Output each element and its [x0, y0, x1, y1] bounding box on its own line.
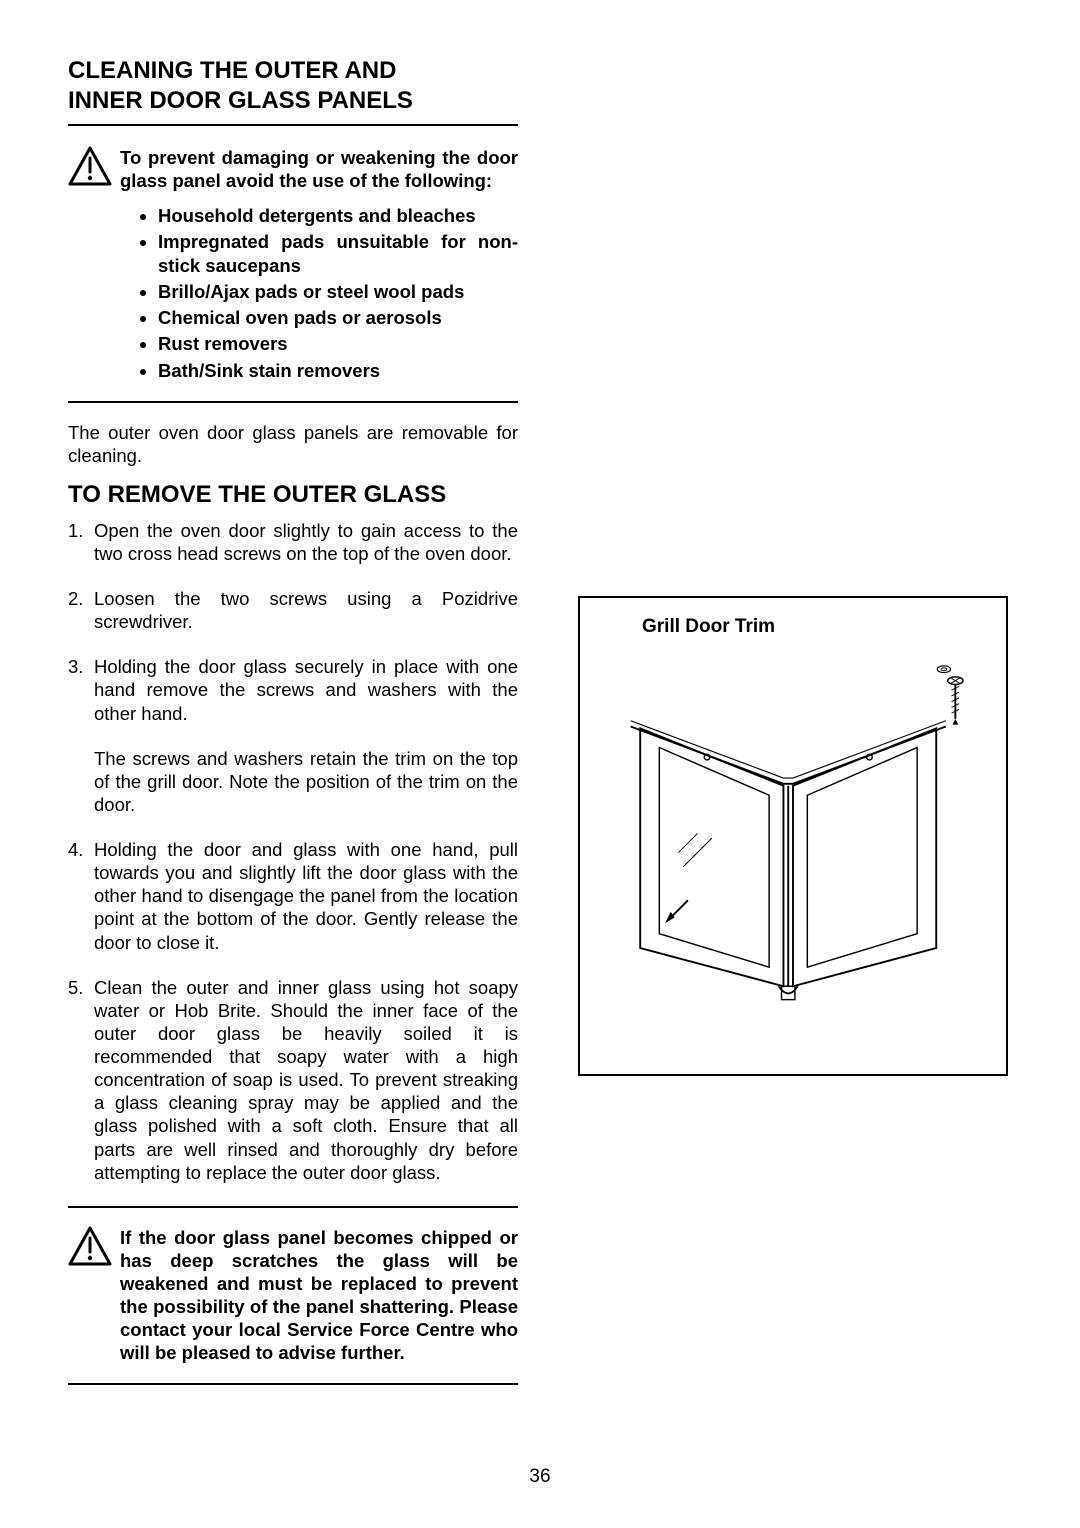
step-item: Open the oven door slightly to gain acce…: [68, 519, 518, 565]
figure-label: Grill Door Trim: [642, 616, 984, 638]
warning-item: Household detergents and bleaches: [158, 204, 518, 228]
step-item: Holding the door and glass with one hand…: [68, 838, 518, 954]
section-title-remove: TO REMOVE THE OUTER GLASS: [68, 481, 518, 509]
step-text: Open the oven door slightly to gain acce…: [94, 520, 518, 564]
step-text: Holding the door glass securely in place…: [94, 656, 518, 723]
warning-triangle-icon: [68, 146, 112, 186]
warning-item: Impregnated pads unsuitable for non-stic…: [158, 230, 518, 278]
step-item: Clean the outer and inner glass using ho…: [68, 976, 518, 1184]
page-number: 36: [0, 1466, 1080, 1488]
warning-block-top: To prevent damaging or weakening the doo…: [68, 146, 518, 192]
title-rule: [68, 124, 518, 126]
step-text: Holding the door and glass with one hand…: [94, 839, 518, 953]
step-item: Loosen the two screws using a Pozidrive …: [68, 587, 518, 633]
warning-triangle-icon: [68, 1226, 112, 1266]
step-item: Holding the door glass securely in place…: [68, 655, 518, 816]
body-after-warning: The outer oven door glass panels are rem…: [68, 421, 518, 467]
divider-rule: [68, 1383, 518, 1385]
warning-list: Household detergents and bleaches Impreg…: [158, 204, 518, 382]
divider-rule: [68, 401, 518, 403]
steps-list: Open the oven door slightly to gain acce…: [68, 519, 518, 1184]
bottom-warning-text: If the door glass panel becomes chipped …: [120, 1226, 518, 1365]
warning-block-bottom: If the door glass panel becomes chipped …: [68, 1226, 518, 1365]
warning-item: Rust removers: [158, 332, 518, 356]
left-column: CLEANING THE OUTER AND INNER DOOR GLASS …: [68, 56, 518, 1403]
step-sub-text: The screws and washers retain the trim o…: [94, 747, 518, 816]
warning-intro-prefix: T: [120, 147, 130, 168]
divider-rule: [68, 1206, 518, 1208]
warning-item: Brillo/Ajax pads or steel wool pads: [158, 280, 518, 304]
warning-intro-rest: o prevent damaging or weakening the door…: [120, 147, 518, 191]
warning-item: Chemical oven pads or aerosols: [158, 306, 518, 330]
right-column: Grill Door Trim: [578, 56, 1008, 1403]
grill-door-trim-diagram-icon: [602, 648, 984, 1038]
section-title-cleaning: CLEANING THE OUTER AND INNER DOOR GLASS …: [68, 56, 518, 116]
title-line-1: CLEANING THE OUTER AND: [68, 57, 396, 84]
warning-item: Bath/Sink stain removers: [158, 359, 518, 383]
step-text: Clean the outer and inner glass using ho…: [94, 977, 518, 1183]
step-text: Loosen the two screws using a Pozidrive …: [94, 588, 518, 632]
figure-box: Grill Door Trim: [578, 596, 1008, 1076]
warning-intro-text: To prevent damaging or weakening the doo…: [120, 146, 518, 192]
title-line-2: INNER DOOR GLASS PANELS: [68, 87, 413, 114]
